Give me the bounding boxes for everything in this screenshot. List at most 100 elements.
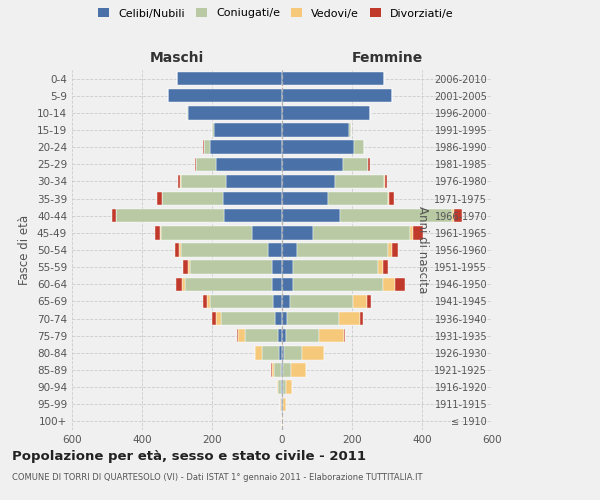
Bar [388, 244, 392, 256]
Bar [282, 414, 283, 428]
Bar [282, 106, 370, 120]
Bar [293, 278, 383, 291]
Bar [410, 226, 413, 239]
Bar [278, 380, 281, 394]
Bar [214, 124, 282, 136]
Bar [286, 380, 292, 394]
Bar [360, 312, 363, 326]
Bar [340, 312, 360, 326]
Bar [313, 226, 410, 239]
Bar [252, 226, 282, 239]
Bar [282, 192, 328, 205]
Bar [277, 380, 278, 394]
Bar [282, 312, 287, 326]
Bar [340, 209, 452, 222]
Bar [255, 346, 256, 360]
Bar [271, 260, 282, 274]
Bar [283, 380, 286, 394]
Bar [282, 174, 335, 188]
Bar [221, 312, 275, 326]
Bar [178, 174, 180, 188]
Bar [194, 158, 196, 171]
Bar [282, 364, 283, 376]
Bar [395, 278, 405, 291]
Bar [275, 312, 282, 326]
Bar [282, 226, 313, 239]
Bar [454, 209, 462, 222]
Bar [284, 346, 302, 360]
Bar [385, 174, 386, 188]
Bar [383, 278, 395, 291]
Bar [177, 72, 282, 86]
Bar [112, 209, 116, 222]
Bar [157, 192, 161, 205]
Text: Maschi: Maschi [150, 51, 204, 65]
Bar [281, 380, 282, 394]
Bar [282, 278, 293, 291]
Bar [216, 312, 221, 326]
Bar [282, 89, 392, 102]
Legend: Celibi/Nubili, Coniugati/e, Vedovi/e, Divorziati/e: Celibi/Nubili, Coniugati/e, Vedovi/e, Di… [98, 8, 454, 18]
Bar [378, 260, 383, 274]
Bar [155, 226, 160, 239]
Bar [388, 192, 389, 205]
Bar [290, 294, 353, 308]
Bar [319, 329, 344, 342]
Bar [278, 329, 282, 342]
Y-axis label: Anni di nascita: Anni di nascita [416, 206, 429, 294]
Bar [279, 346, 282, 360]
Bar [389, 192, 394, 205]
Text: COMUNE DI TORRI DI QUARTESOLO (VI) - Dati ISTAT 1° gennaio 2011 - Elaborazione T: COMUNE DI TORRI DI QUARTESOLO (VI) - Dat… [12, 472, 422, 482]
Bar [328, 192, 388, 205]
Bar [282, 380, 283, 394]
Bar [343, 158, 368, 171]
Bar [349, 124, 352, 136]
Bar [184, 260, 188, 274]
Bar [302, 346, 323, 360]
Bar [245, 329, 278, 342]
Bar [274, 364, 281, 376]
Bar [282, 72, 383, 86]
Bar [238, 329, 245, 342]
Bar [181, 174, 226, 188]
Bar [413, 226, 422, 239]
Bar [293, 260, 378, 274]
Bar [282, 124, 349, 136]
Bar [296, 244, 388, 256]
Bar [203, 294, 207, 308]
Bar [161, 226, 252, 239]
Bar [291, 364, 306, 376]
Bar [354, 140, 364, 154]
Bar [162, 192, 223, 205]
Bar [262, 346, 279, 360]
Y-axis label: Fasce di età: Fasce di età [19, 215, 31, 285]
Bar [226, 174, 282, 188]
Bar [268, 244, 282, 256]
Bar [204, 140, 210, 154]
Bar [212, 124, 214, 136]
Bar [210, 140, 282, 154]
Bar [196, 158, 215, 171]
Bar [282, 294, 290, 308]
Bar [287, 312, 340, 326]
Bar [282, 158, 343, 171]
Bar [368, 158, 370, 171]
Bar [190, 260, 271, 274]
Bar [256, 346, 262, 360]
Bar [271, 278, 282, 291]
Bar [323, 346, 325, 360]
Bar [168, 89, 282, 102]
Bar [282, 346, 284, 360]
Bar [273, 294, 282, 308]
Bar [281, 398, 282, 411]
Bar [237, 329, 238, 342]
Bar [282, 209, 340, 222]
Bar [179, 244, 181, 256]
Bar [282, 140, 354, 154]
Bar [367, 294, 371, 308]
Bar [282, 244, 296, 256]
Bar [353, 294, 367, 308]
Text: Popolazione per età, sesso e stato civile - 2011: Popolazione per età, sesso e stato civil… [12, 450, 366, 463]
Bar [188, 260, 190, 274]
Bar [335, 174, 384, 188]
